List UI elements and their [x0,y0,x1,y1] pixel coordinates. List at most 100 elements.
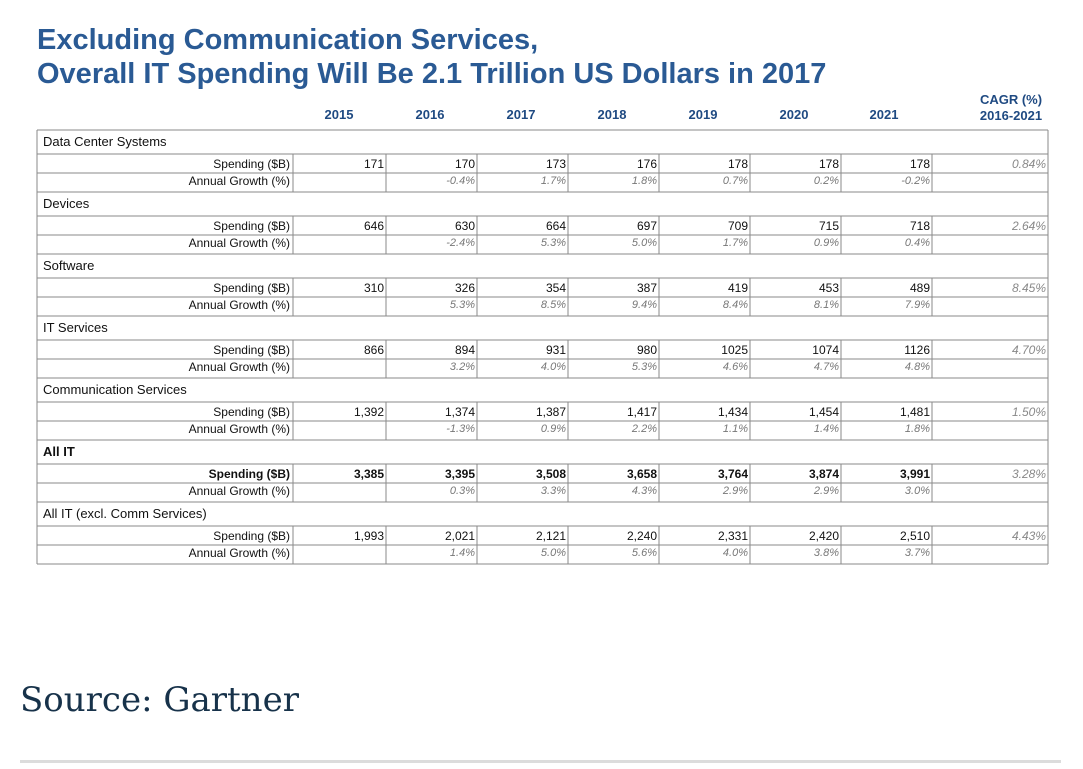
spending-value-2017: 664 [545,219,566,233]
year-header-2017: 2017 [506,107,536,122]
growth-value-2020: 4.7% [813,361,839,373]
spending-row-label: Spending ($B) [208,467,290,481]
spending-value-2017: 2,121 [535,529,566,543]
growth-value-2017: 0.9% [540,423,566,435]
spending-value-2020: 453 [818,281,839,295]
spending-value-2016: 1,374 [444,405,475,419]
growth-value-2018: 5.0% [631,237,657,249]
growth-row-label: Annual Growth (%) [188,174,290,188]
spending-value-2015: 171 [363,157,384,171]
spending-value-2017: 173 [545,157,566,171]
spending-value-2015: 866 [363,343,384,357]
category-label: All IT (excl. Comm Services) [43,506,207,521]
source-caption: Source: Gartner [20,680,299,720]
spending-value-2021: 489 [909,281,930,295]
spending-value-2017: 931 [545,343,566,357]
growth-value-2020: 3.8% [813,547,839,559]
spending-value-2020: 2,420 [808,529,839,543]
growth-value-2016: -2.4% [446,237,475,249]
spending-value-2018: 3,658 [626,467,657,481]
cagr-value: 0.84% [1011,157,1046,171]
spending-value-2016: 326 [454,281,475,295]
category-label: IT Services [43,320,108,335]
table-grid [36,129,1049,565]
spending-value-2016: 3,395 [444,467,475,481]
growth-value-2016: 1.4% [449,547,475,559]
year-header-2020: 2020 [779,107,809,122]
growth-value-2019: 2.9% [722,485,748,497]
growth-value-2018: 9.4% [631,299,657,311]
growth-value-2018: 1.8% [631,175,657,187]
spending-value-2019: 1,434 [717,405,748,419]
growth-value-2018: 5.3% [631,361,657,373]
spending-value-2019: 2,331 [717,529,748,543]
spending-value-2021: 718 [909,219,930,233]
growth-value-2021: 7.9% [904,299,930,311]
growth-value-2019: 8.4% [722,299,748,311]
spending-value-2019: 178 [727,157,748,171]
spending-table-figure: Excluding Communication Services, Overal… [36,24,1056,565]
growth-value-2019: 1.1% [722,423,748,435]
growth-value-2019: 0.7% [722,175,748,187]
category-label: Devices [43,196,90,211]
cagr-value: 3.28% [1011,467,1046,481]
growth-value-2016: 3.2% [449,361,475,373]
spending-value-2015: 1,392 [353,405,384,419]
growth-value-2020: 0.9% [813,237,839,249]
spending-value-2016: 630 [454,219,475,233]
growth-value-2016: 0.3% [449,485,475,497]
cagr-header: CAGR (%) 2016-2021 [966,92,1056,124]
spending-value-2021: 178 [909,157,930,171]
year-header-2021: 2021 [869,107,899,122]
growth-value-2017: 4.0% [540,361,566,373]
spending-value-2021: 3,991 [899,467,930,481]
growth-value-2018: 5.6% [631,547,657,559]
growth-value-2020: 0.2% [813,175,839,187]
spending-value-2020: 715 [818,219,839,233]
growth-value-2020: 1.4% [813,423,839,435]
growth-value-2017: 5.3% [540,237,566,249]
spending-value-2016: 170 [454,157,475,171]
growth-value-2019: 4.0% [722,547,748,559]
spending-value-2018: 1,417 [626,405,657,419]
spending-value-2018: 2,240 [626,529,657,543]
spending-value-2017: 3,508 [535,467,566,481]
spending-value-2017: 1,387 [535,405,566,419]
growth-value-2021: -0.2% [901,175,930,187]
cagr-value: 8.45% [1011,281,1046,295]
spending-value-2021: 1,481 [899,405,930,419]
spending-value-2020: 3,874 [808,467,839,481]
growth-value-2021: 3.7% [904,547,930,559]
growth-row-label: Annual Growth (%) [188,422,290,436]
year-header-2016: 2016 [415,107,445,122]
growth-value-2019: 4.6% [722,361,748,373]
bottom-divider [20,760,1061,763]
spending-value-2020: 178 [818,157,839,171]
cagr-header-line-1: CAGR (%) [979,92,1043,107]
spending-value-2019: 709 [727,219,748,233]
spending-value-2021: 2,510 [899,529,930,543]
growth-value-2018: 2.2% [631,423,657,435]
growth-row-label: Annual Growth (%) [188,546,290,560]
spending-value-2021: 1126 [904,343,930,357]
growth-row-label: Annual Growth (%) [188,236,290,250]
cagr-header-line-2: 2016-2021 [979,108,1043,123]
year-header-2019: 2019 [688,107,718,122]
spending-value-2015: 646 [363,219,384,233]
spending-row-label: Spending ($B) [213,529,290,543]
category-label: All IT [43,444,75,459]
growth-value-2017: 3.3% [540,485,566,497]
growth-value-2016: -1.3% [446,423,475,435]
growth-value-2021: 3.0% [904,485,930,497]
spending-value-2015: 1,993 [353,529,384,543]
growth-value-2021: 0.4% [904,237,930,249]
growth-value-2017: 8.5% [540,299,566,311]
growth-row-label: Annual Growth (%) [188,298,290,312]
cagr-value: 1.50% [1011,405,1046,419]
category-label: Software [43,258,95,273]
growth-value-2021: 4.8% [904,361,930,373]
growth-value-2020: 8.1% [813,299,839,311]
spending-value-2020: 1,454 [808,405,839,419]
spending-value-2019: 419 [727,281,748,295]
spending-value-2015: 3,385 [353,467,384,481]
